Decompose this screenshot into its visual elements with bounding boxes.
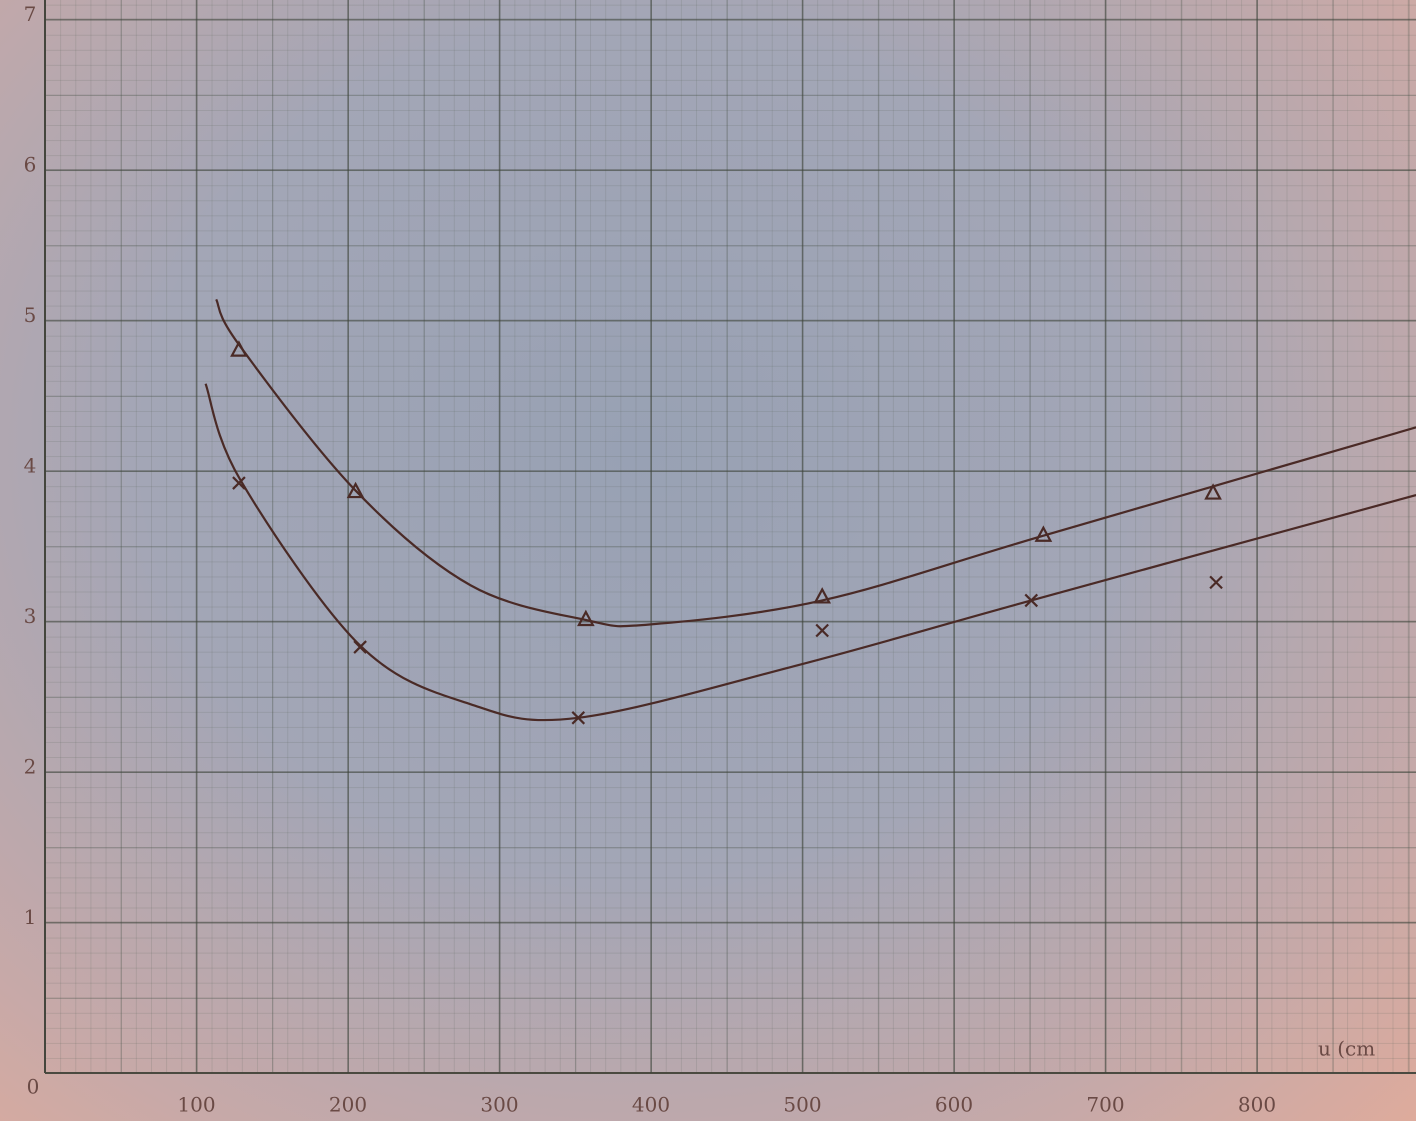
x-tick-label: 0	[27, 1075, 40, 1099]
fitted-curve	[216, 299, 1416, 626]
x-tick-label: 700	[1086, 1093, 1124, 1117]
cross-point	[354, 641, 366, 653]
x-tick-label: 800	[1238, 1093, 1276, 1117]
y-tick-label: 7	[24, 2, 37, 26]
cross-point	[816, 625, 828, 637]
x-tick-label: 100	[177, 1093, 215, 1117]
y-tick-label: 1	[24, 905, 37, 929]
cross-point	[1210, 576, 1222, 588]
x-tick-label: 200	[329, 1093, 367, 1117]
chart: u (cm 0 100 200 300 400 500 600 700 800 1 2 3 4 5 6 7	[0, 0, 1416, 1121]
y-tick-label: 3	[24, 604, 37, 628]
y-tick-label: 2	[24, 755, 37, 779]
cross-point	[1025, 594, 1037, 606]
x-tick-label: 400	[632, 1093, 670, 1117]
y-tick-label: 5	[24, 303, 37, 327]
triangle-point	[232, 343, 246, 356]
x-tick-label: 500	[783, 1093, 821, 1117]
y-tick-label: 4	[24, 454, 37, 478]
y-tick-label: 6	[24, 153, 37, 177]
fitted-curve	[206, 384, 1416, 720]
x-tick-label: 600	[935, 1093, 973, 1117]
x-axis-label: u (cm	[1318, 1037, 1375, 1061]
x-tick-label: 300	[480, 1093, 518, 1117]
